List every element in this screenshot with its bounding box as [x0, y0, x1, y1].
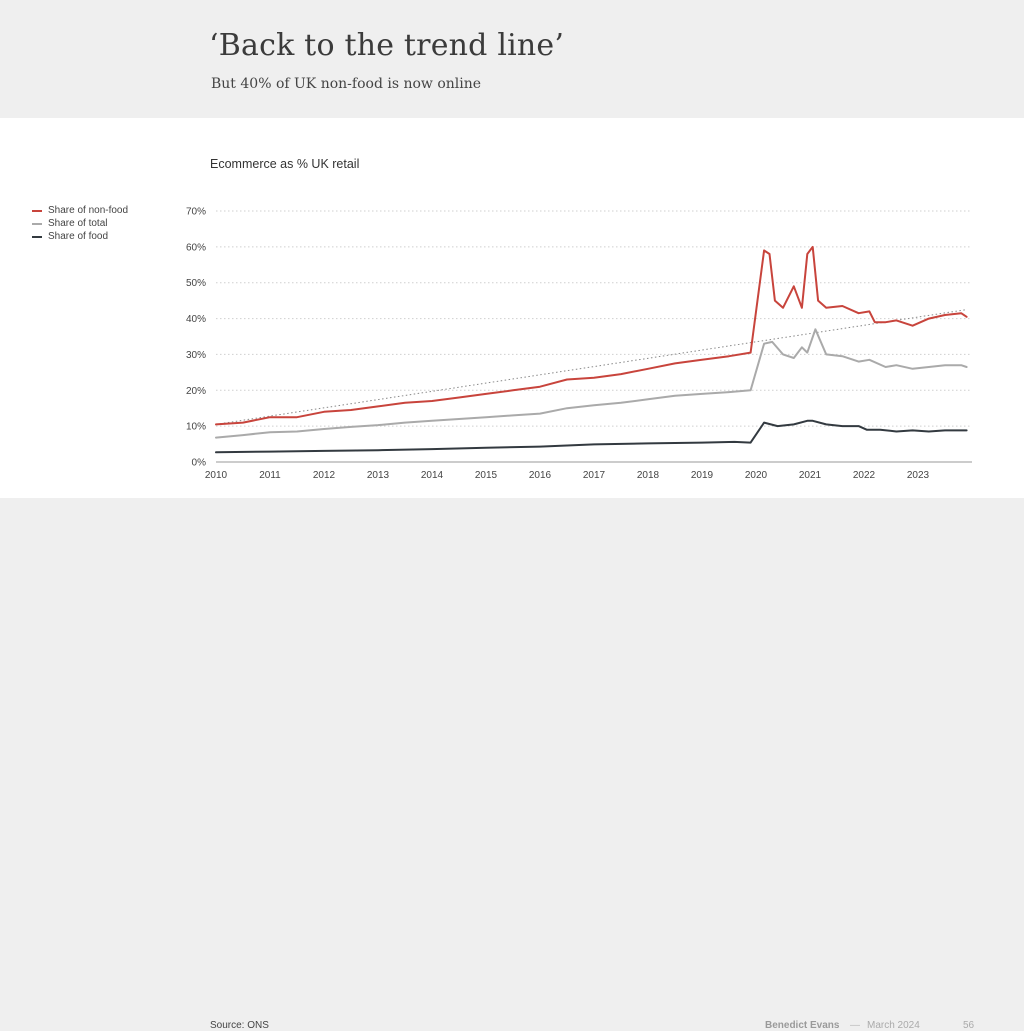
- y-tick-label: 20%: [186, 386, 206, 397]
- legend-item-food: Share of food: [32, 230, 128, 243]
- chart-legend: Share of non-food Share of total Share o…: [32, 204, 128, 243]
- y-tick-label: 0%: [192, 458, 207, 469]
- x-tick-label: 2020: [745, 470, 768, 481]
- author-name: Benedict Evans: [765, 1020, 840, 1031]
- chart-title: Ecommerce as % UK retail: [210, 157, 360, 171]
- series-line-total: [215, 328, 968, 439]
- slide-subtitle: But 40% of UK non-food is now online: [211, 76, 482, 92]
- series-line-food: [215, 419, 968, 454]
- legend-swatch-food: [32, 235, 42, 238]
- legend-swatch-non-food: [32, 209, 42, 212]
- trend-line: [215, 309, 967, 425]
- x-tick-label: 2015: [475, 470, 498, 481]
- legend-label-non-food: Share of non-food: [48, 205, 129, 216]
- legend-item-non-food: Share of non-food: [32, 204, 128, 217]
- y-tick-label: 40%: [186, 314, 206, 325]
- x-tick-label: 2011: [259, 470, 281, 481]
- legend-label-food: Share of food: [48, 231, 109, 242]
- x-tick-label: 2012: [313, 470, 336, 481]
- chart-panel: [0, 118, 1024, 498]
- x-tick-label: 2021: [799, 470, 822, 481]
- x-tick-label: 2023: [907, 470, 930, 481]
- footer-date: March 2024: [867, 1020, 920, 1031]
- line-chart: 0% 10% 20% 30% 40% 50% 60% 70% 2010 2011 2012 2013 2…: [186, 207, 972, 481]
- y-tick-label: 30%: [186, 350, 206, 361]
- y-tick-label: 10%: [186, 422, 206, 433]
- x-tick-label: 2019: [691, 470, 714, 481]
- slide-footer: Source: ONS Benedict Evans — March 2024 …: [0, 498, 1024, 1031]
- x-tick-label: 2018: [637, 470, 660, 481]
- y-tick-label: 70%: [186, 207, 206, 218]
- slide-title: ‘Back to the trend line’: [209, 28, 565, 63]
- legend-label-total: Share of total: [48, 218, 108, 229]
- y-tick-label: 50%: [186, 278, 206, 289]
- x-tick-label: 2014: [421, 470, 444, 481]
- x-tick-label: 2017: [583, 470, 606, 481]
- footer-separator: —: [850, 1020, 860, 1031]
- source-note: Source: ONS: [210, 1020, 269, 1031]
- series-line-non-food: [215, 245, 968, 426]
- slide-header: ‘Back to the trend line’ But 40% of UK n…: [0, 0, 1024, 118]
- legend-swatch-total: [32, 222, 42, 225]
- x-tick-label: 2016: [529, 470, 552, 481]
- y-tick-label: 60%: [186, 242, 206, 253]
- page-number: 56: [963, 1020, 975, 1031]
- legend-item-total: Share of total: [32, 217, 128, 230]
- x-tick-label: 2022: [853, 470, 876, 481]
- x-tick-label: 2013: [367, 470, 390, 481]
- x-tick-label: 2010: [205, 470, 228, 481]
